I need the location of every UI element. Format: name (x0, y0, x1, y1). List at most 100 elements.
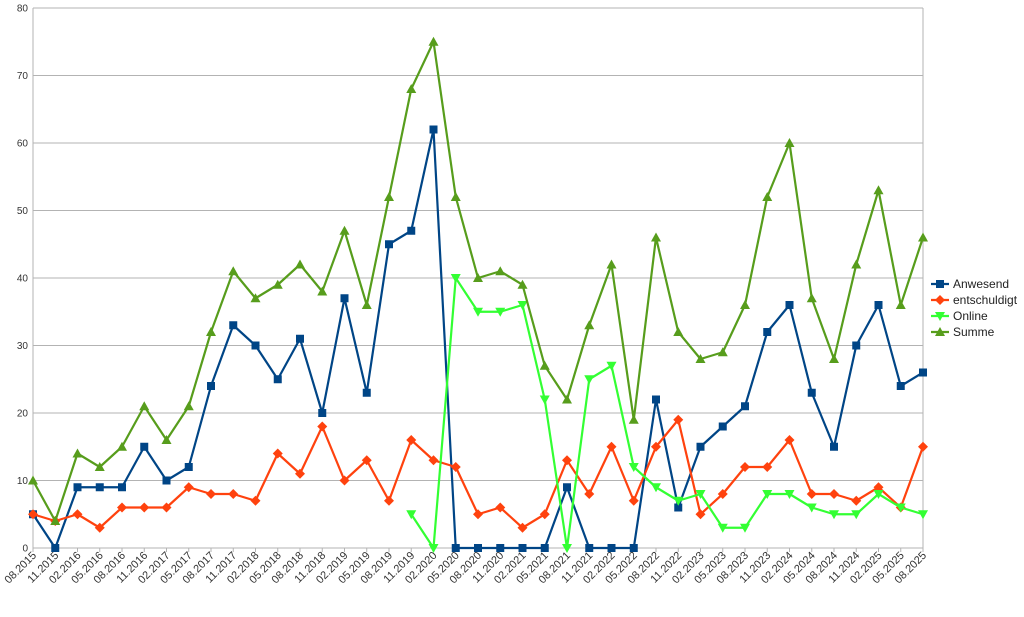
data-point (540, 544, 549, 552)
data-point (539, 509, 550, 520)
series-anwesend (29, 125, 927, 552)
data-point (651, 441, 661, 452)
data-point (495, 502, 506, 513)
data-point (584, 489, 595, 499)
data-point (695, 490, 706, 499)
data-point (228, 266, 239, 276)
data-point (406, 510, 417, 520)
data-point (295, 259, 305, 269)
data-point (139, 502, 150, 513)
data-point (651, 483, 661, 493)
data-point (384, 495, 394, 506)
data-point (851, 259, 862, 269)
data-point (918, 232, 928, 242)
data-point (250, 293, 261, 303)
data-point (94, 462, 105, 471)
data-point (496, 544, 505, 552)
data-point (495, 307, 506, 317)
data-point (517, 279, 528, 289)
data-point (584, 320, 595, 330)
data-point (896, 382, 905, 390)
x-axis-ticks: 08.201511.201502.201605.201608.201611.20… (3, 550, 930, 587)
data-point (935, 312, 945, 321)
data-point (695, 354, 706, 363)
data-point (229, 321, 238, 330)
data-point (673, 496, 684, 506)
data-point (95, 483, 104, 492)
legend-label: Anwesend (953, 277, 1009, 291)
y-tick-label: 50 (17, 206, 29, 217)
data-point (272, 279, 283, 289)
data-point (562, 455, 572, 466)
data-point (339, 475, 350, 486)
data-point (162, 476, 171, 485)
data-point (935, 295, 945, 305)
legend-label: Online (953, 309, 988, 323)
data-point (873, 185, 884, 195)
data-point (340, 294, 349, 303)
data-point (251, 341, 260, 350)
y-tick-label: 20 (17, 409, 29, 420)
data-point (741, 402, 749, 411)
data-point (407, 226, 416, 235)
data-point (450, 192, 461, 201)
data-point (584, 375, 595, 385)
data-point (228, 489, 239, 499)
y-tick-label: 0 (22, 544, 28, 555)
data-point (762, 490, 773, 499)
data-point (918, 441, 928, 452)
data-point (740, 462, 750, 472)
data-point (628, 414, 639, 424)
data-point (606, 441, 617, 452)
data-point (562, 394, 572, 404)
data-point (28, 475, 38, 485)
legend-item-summe: Summe (931, 325, 995, 339)
data-point (651, 232, 661, 242)
data-point (935, 327, 945, 336)
series-summe (28, 36, 928, 525)
data-point (406, 84, 417, 93)
data-point (784, 490, 795, 499)
data-point (317, 286, 328, 296)
data-point (183, 482, 194, 493)
data-point (428, 455, 439, 466)
data-point (361, 455, 372, 466)
data-point (585, 544, 594, 552)
legend-item-entschuldigt: entschuldigt (931, 293, 1018, 307)
data-point (674, 503, 683, 512)
y-tick-label: 80 (17, 4, 29, 15)
y-axis-ticks: 0 10 20 30 40 50 60 70 80 (17, 4, 29, 555)
data-point (451, 544, 460, 552)
data-point (428, 544, 439, 553)
data-point (784, 435, 795, 445)
data-point (895, 300, 906, 309)
data-point (139, 401, 150, 411)
data-point (717, 489, 728, 499)
data-point (717, 347, 728, 357)
data-point (718, 422, 727, 431)
data-point (250, 495, 261, 506)
data-point (740, 300, 750, 309)
data-point (673, 414, 684, 425)
data-point (851, 495, 862, 506)
data-point (763, 328, 772, 336)
data-point (206, 489, 216, 499)
data-point (784, 138, 795, 147)
data-point (184, 463, 193, 471)
series-line (410, 276, 924, 550)
data-point (385, 240, 393, 249)
data-point (563, 483, 571, 492)
data-point (362, 388, 371, 397)
data-point (518, 544, 527, 552)
data-point (429, 125, 438, 134)
data-point (607, 544, 616, 552)
data-point (318, 409, 327, 417)
data-point (296, 334, 304, 343)
series-entschuldigt (28, 414, 928, 533)
data-point (384, 192, 394, 201)
data-point (852, 341, 861, 350)
data-point (785, 301, 794, 309)
data-point (94, 522, 105, 533)
data-point (295, 468, 305, 479)
